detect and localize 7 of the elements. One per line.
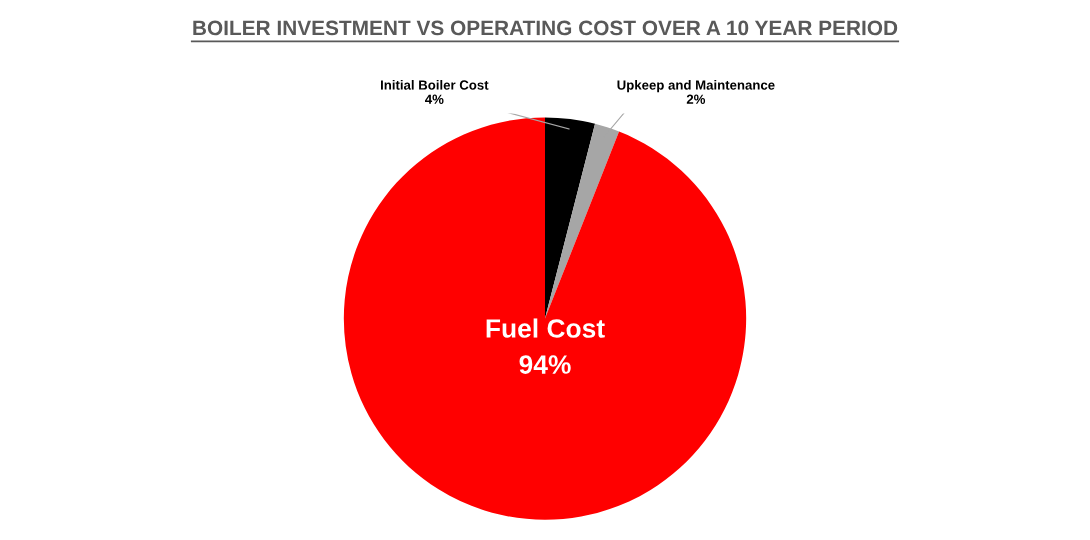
data-label: 94%: [519, 355, 571, 374]
slice-label: Upkeep and Maintenance: [617, 80, 775, 93]
data-label: 2%: [686, 94, 706, 104]
slice-label: Fuel Cost: [486, 318, 605, 338]
slice-label: Initial Boiler Cost: [380, 80, 489, 90]
data-label: 4%: [425, 94, 444, 104]
chart-title: BOILER INVESTMENT VS OPERATING COST OVER A 10 YEAR PERIOD: [193, 20, 898, 36]
